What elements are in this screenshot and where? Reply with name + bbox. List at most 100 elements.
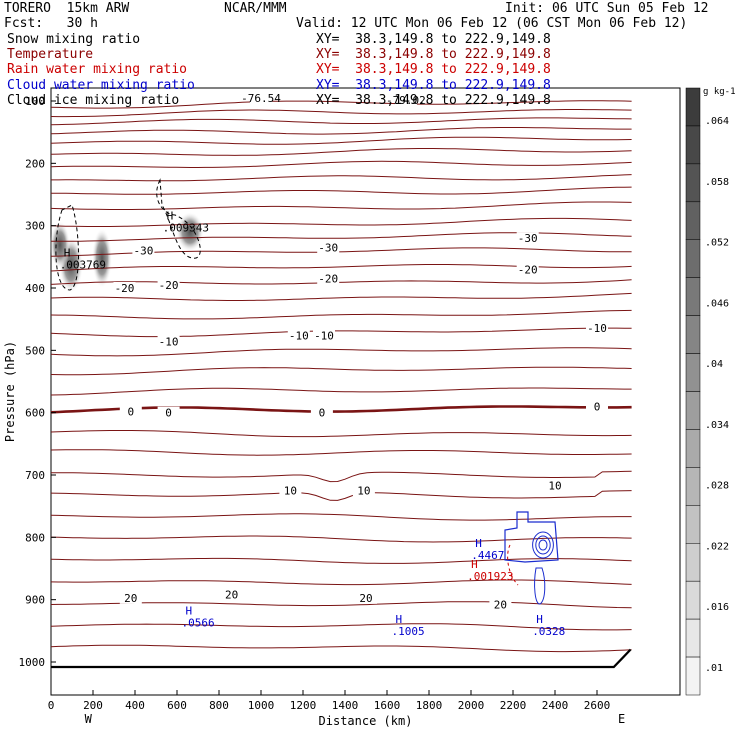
colorbar-bin: [685, 201, 701, 240]
maximum-value: .4467: [471, 549, 504, 562]
colorbar-tick: .022: [705, 541, 729, 552]
forecast-hour: Fcst: 30 h: [4, 16, 98, 31]
temperature-label: 0: [319, 407, 326, 420]
isotherm-line: [51, 174, 632, 182]
temperature-label: -20: [159, 279, 179, 292]
snow-shading: [176, 212, 204, 252]
label-mask: [310, 406, 333, 419]
label-mask: [317, 241, 340, 254]
temperature-label: 20: [124, 592, 137, 605]
maximum-marker: H: [167, 210, 174, 223]
field-label-rain: Rain water mixing ratio: [7, 62, 188, 77]
colorbar-bin: [685, 429, 701, 468]
x-tick-label: 1200: [290, 699, 317, 712]
y-tick-label: 1000: [19, 656, 46, 669]
y-tick-label: 800: [25, 531, 45, 544]
temperature-label: 20: [494, 599, 507, 612]
isotherm-line: [50, 449, 632, 456]
field-xy-snow: XY= 38.3,149.8 to 222.9,149.8: [316, 32, 551, 47]
label-mask: [157, 406, 180, 419]
x-tick-label: 1400: [332, 699, 359, 712]
label-mask: [544, 479, 566, 492]
x-tick-label: 1000: [248, 699, 275, 712]
field-label-snow: Snow mixing ratio: [7, 32, 141, 47]
y-tick-label: 500: [25, 344, 45, 357]
field-xy-temperature: XY= 38.3,149.8 to 222.9,149.8: [316, 47, 551, 62]
y-tick-label: 100: [25, 95, 45, 108]
temperature-label: 0: [127, 405, 134, 418]
maximum-marker: H: [536, 613, 543, 626]
isotherm-line: [50, 160, 632, 168]
isotherm-line: [50, 279, 632, 285]
isotherm-line: [50, 109, 632, 118]
x-tick-label: 200: [83, 699, 103, 712]
field-xy-cloud-water: XY= 38.3,149.8 to 222.9,149.8: [316, 78, 551, 93]
freezing-isotherm: [50, 405, 632, 414]
maximum-value: .1005: [392, 625, 425, 638]
x-tick-label: 800: [209, 699, 229, 712]
isotherm-line: [50, 117, 632, 126]
label-mask: [516, 263, 539, 276]
terrain-surface: [51, 648, 632, 669]
snow-shading: [92, 228, 112, 288]
east-label: E: [618, 712, 625, 726]
label-mask: [516, 232, 539, 245]
label-mask: [352, 484, 375, 497]
colorbar-bin: [685, 467, 701, 506]
isotherm-line: [50, 623, 632, 631]
temperature-label: 20: [359, 592, 372, 605]
temperature-label: 0: [165, 407, 172, 420]
field-label-temperature: Temperature: [7, 47, 94, 62]
x-tick-label: 400: [125, 699, 145, 712]
x-tick-label: 2400: [542, 699, 569, 712]
field-xy-cloud-ice: XY= 38.3,149.8 to 222.9,149.8: [316, 93, 551, 108]
colorbar-bin: [685, 277, 701, 316]
temperature-label: 0: [594, 400, 601, 413]
field-label-cloud-water: Cloud water mixing ratio: [7, 78, 195, 93]
temperature-label: -20: [518, 263, 538, 276]
init-time: Init: 06 UTC Sun 05 Feb 12: [505, 1, 709, 16]
colorbar-bin: [685, 391, 701, 430]
temperature-label: -30: [518, 232, 538, 245]
temperature-label: 10: [548, 480, 561, 493]
x-tick-label: 2000: [458, 699, 485, 712]
isotherm-line: [50, 148, 632, 156]
label-mask: [157, 278, 180, 291]
temperature-label: -10: [587, 322, 607, 335]
y-tick-label: 700: [25, 469, 45, 482]
label-mask: [313, 329, 335, 342]
maximum-value: .009343: [163, 222, 209, 235]
label-mask: [132, 244, 155, 257]
field-label-cloud-ice: Cloud ice mixing ratio: [7, 93, 180, 108]
label-mask: [317, 272, 340, 285]
x-tick-label: 2200: [500, 699, 527, 712]
isotherm-line: [50, 201, 632, 210]
x-axis-title: Distance (km): [319, 714, 413, 728]
maximum-value: .003769: [60, 258, 106, 271]
temperature-label: -10: [314, 329, 334, 342]
maximum-marker: H: [471, 558, 478, 571]
label-mask: [287, 329, 310, 342]
y-tick-label: 200: [25, 157, 45, 170]
y-tick-label: 600: [25, 407, 45, 420]
snow-shading: [50, 221, 70, 269]
isotherm-line: [50, 186, 632, 195]
label-mask: [355, 591, 377, 604]
isotherm-line: [50, 366, 632, 376]
colorbar-tick: .052: [705, 238, 729, 249]
isotherm-line: [50, 327, 632, 338]
cloud-water-contour: [535, 535, 551, 555]
temperature-label: -76.54: [241, 92, 281, 105]
label-mask: [586, 321, 608, 334]
x-tick-label: 1600: [374, 699, 401, 712]
temperature-label: -10: [159, 336, 179, 349]
colorbar-unit: g kg-1: [703, 87, 736, 97]
colorbar-bin: [685, 505, 701, 544]
temperature-label: -20: [115, 282, 135, 295]
y-tick-label: 400: [25, 282, 45, 295]
label-mask: [586, 400, 608, 413]
label-mask: [394, 93, 417, 106]
maximum-marker: H: [475, 537, 482, 550]
maximum-value: .0328: [532, 625, 565, 638]
x-tick-label: 1800: [416, 699, 443, 712]
